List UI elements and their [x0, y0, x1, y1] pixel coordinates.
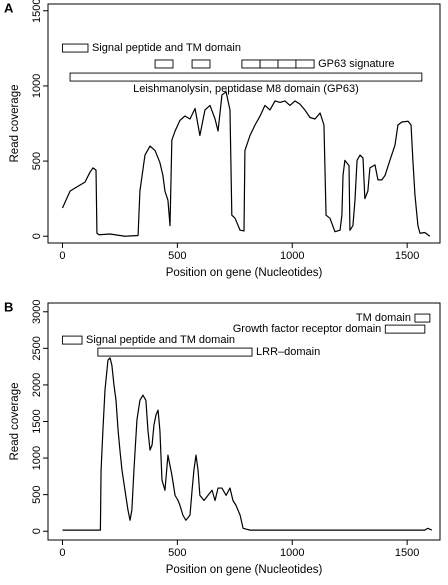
domain-label: Signal peptide and TM domain — [92, 42, 241, 54]
y-axis-title: Read coverage — [9, 383, 21, 461]
domain-box — [191, 59, 211, 69]
domain-box — [154, 59, 174, 69]
domain-box — [62, 43, 89, 53]
y-tick-label: 0 — [31, 528, 43, 534]
x-axis-title: Position on gene (Nucleotides) — [166, 564, 323, 576]
y-tick-label: 1000 — [31, 446, 43, 470]
domain-box — [277, 59, 297, 69]
panel-label: B — [4, 299, 13, 314]
y-tick-label: 2000 — [31, 373, 43, 397]
domain-label: GP63 signature — [318, 58, 394, 70]
domain-label: LRR–domain — [256, 346, 320, 358]
domain-label: Leishmanolysin, peptidase M8 domain (GP6… — [133, 83, 359, 95]
y-tick-label: 3000 — [31, 300, 43, 324]
domain-box — [384, 324, 426, 334]
x-axis-title: Position on gene (Nucleotides) — [166, 267, 323, 279]
y-tick-label: 1000 — [31, 74, 43, 98]
domain-box — [259, 59, 279, 69]
y-tick-label: 500 — [31, 485, 43, 503]
y-tick-label: 1500 — [31, 409, 43, 433]
domain-label: TM domain — [356, 312, 411, 324]
x-tick-label: 1500 — [395, 547, 419, 559]
x-tick-label: 1000 — [280, 250, 304, 262]
x-tick-label: 500 — [168, 547, 186, 559]
x-tick-label: 0 — [59, 250, 65, 262]
domain-box — [69, 72, 423, 82]
domain-box — [241, 59, 261, 69]
y-tick-label: 0 — [31, 233, 43, 239]
domain-label: Signal peptide and TM domain — [86, 334, 235, 346]
y-tick-label: 2500 — [31, 336, 43, 360]
y-axis-title: Read coverage — [9, 85, 21, 163]
domain-box — [414, 313, 431, 323]
coverage-line — [61, 91, 431, 237]
domain-box — [62, 335, 83, 345]
panel-label: A — [4, 0, 14, 15]
domain-label: Growth factor receptor domain — [233, 323, 382, 335]
y-tick-label: 1500 — [31, 0, 43, 23]
x-tick-label: 500 — [168, 250, 186, 262]
domain-box — [97, 347, 253, 357]
x-tick-label: 1000 — [280, 547, 304, 559]
y-tick-label: 500 — [31, 152, 43, 170]
domain-box — [295, 59, 315, 69]
x-tick-label: 1500 — [395, 250, 419, 262]
x-tick-label: 0 — [59, 547, 65, 559]
coverage-line — [62, 357, 433, 531]
plot-frame — [47, 3, 441, 244]
